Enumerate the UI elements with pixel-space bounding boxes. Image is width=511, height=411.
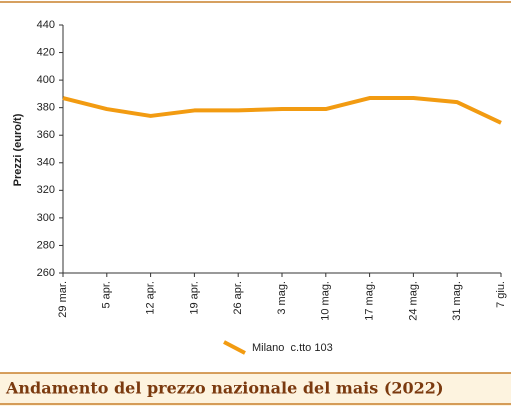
x-tick-label: 12 apr. bbox=[145, 281, 157, 315]
legend-swatch bbox=[223, 340, 246, 355]
y-tick-label: 280 bbox=[37, 239, 55, 251]
title-band bbox=[0, 373, 511, 406]
y-tick-label: 320 bbox=[37, 184, 55, 196]
y-tick-label: 360 bbox=[37, 129, 55, 141]
x-tick-label: 3 mag. bbox=[276, 281, 288, 315]
y-tick-label: 340 bbox=[37, 157, 55, 169]
x-tick-label: 10 mag. bbox=[320, 281, 332, 321]
y-tick-label: 300 bbox=[37, 212, 55, 224]
legend-label: Milano c.tto 103 bbox=[252, 342, 333, 354]
y-tick-label: 260 bbox=[37, 267, 55, 279]
series-line bbox=[62, 96, 502, 125]
y-tick-label: 400 bbox=[37, 74, 55, 86]
x-tick-label: 7 giu. bbox=[495, 281, 507, 308]
chart-title: Andamento del prezzo nazionale del mais … bbox=[5, 379, 444, 398]
y-tick-label: 380 bbox=[37, 102, 55, 114]
x-tick-label: 19 apr. bbox=[188, 281, 200, 315]
y-tick-label: 440 bbox=[37, 19, 55, 31]
x-tick-label: 24 mag. bbox=[407, 281, 419, 321]
x-tick-label: 26 apr. bbox=[232, 281, 244, 315]
x-tick-label: 29 mar. bbox=[57, 281, 69, 318]
x-tick-label: 17 mag. bbox=[364, 281, 376, 321]
x-tick-label: 31 mag. bbox=[451, 281, 463, 321]
y-tick-label: 420 bbox=[37, 46, 55, 58]
y-axis-label: Prezzi (euro/t) bbox=[12, 113, 24, 186]
x-tick-label: 5 apr. bbox=[101, 281, 113, 309]
